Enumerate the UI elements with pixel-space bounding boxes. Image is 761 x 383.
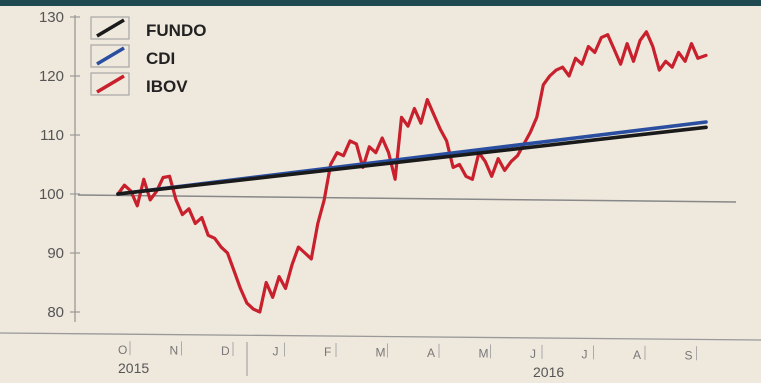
- legend-swatch-fundo: [96, 18, 125, 38]
- legend-item-ibov: IBOV: [90, 72, 188, 96]
- reference-line-100: [77, 194, 737, 203]
- x-tick-label: A: [427, 346, 436, 360]
- legend-swatch-box: [90, 72, 130, 96]
- y-ticks: 130 120 110 100 90 80: [39, 9, 80, 321]
- x-tick-label: M: [479, 346, 490, 360]
- y-tick-label: 90: [47, 245, 64, 262]
- legend-label-cdi: CDI: [146, 49, 175, 68]
- legend-label-fundo: FUNDO: [146, 21, 206, 40]
- x-tick-label: J: [530, 347, 537, 361]
- x-tick-label: F: [324, 345, 332, 359]
- y-tick-label: 100: [39, 186, 64, 203]
- x-tick-label: J: [582, 347, 589, 361]
- year-label: 2015: [118, 360, 149, 376]
- x-tick-label: J: [273, 345, 280, 359]
- y-tick-label: 120: [39, 68, 64, 85]
- x-tick-label: N: [170, 344, 180, 358]
- series-line-ibov: [116, 30, 708, 314]
- x-tick-label: S: [685, 348, 694, 362]
- legend: FUNDO CDI IBOV: [90, 16, 206, 96]
- legend-label-ibov: IBOV: [146, 77, 188, 96]
- year-labels: 2015 2016: [118, 360, 564, 380]
- year-label: 2016: [533, 364, 564, 380]
- legend-item-cdi: CDI: [90, 44, 175, 68]
- header-band: [0, 0, 761, 6]
- series-line-fundo: [116, 125, 708, 196]
- x-tick-label: M: [376, 345, 387, 359]
- y-tick-label: 110: [40, 127, 64, 144]
- x-tick-label: D: [221, 344, 231, 358]
- y-tick-label: 130: [39, 9, 64, 26]
- x-axis-line: [0, 332, 761, 341]
- legend-swatch-cdi: [96, 46, 125, 66]
- legend-swatch-ibov: [96, 74, 125, 94]
- x-tick-label: A: [633, 348, 642, 362]
- legend-swatch-box: [90, 16, 130, 40]
- y-tick-label: 80: [47, 304, 64, 321]
- axes: [0, 15, 761, 376]
- series-layer: [116, 30, 708, 314]
- legend-swatch-box: [90, 44, 130, 68]
- legend-item-fundo: FUNDO: [90, 16, 206, 40]
- x-tick-label: O: [118, 343, 128, 357]
